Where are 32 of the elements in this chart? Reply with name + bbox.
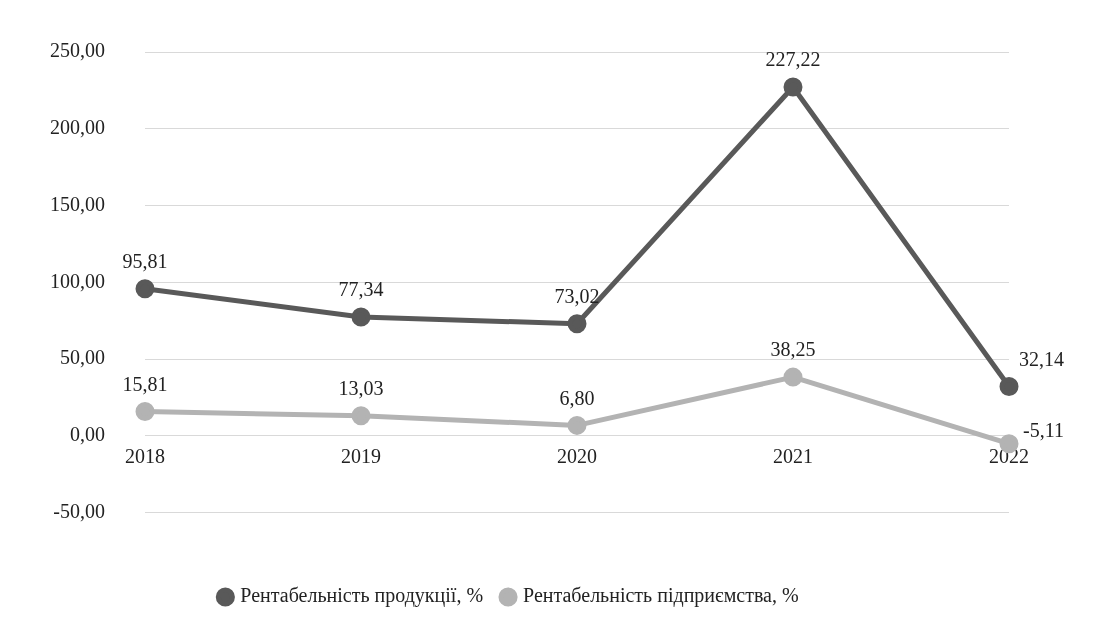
data-label: 32,14 [1019, 347, 1064, 370]
y-tick-label: 0,00 [70, 423, 105, 446]
legend-label: Рентабельність підприємства, % [523, 584, 799, 608]
data-label: 6,80 [559, 386, 595, 409]
data-label: 73,02 [554, 284, 600, 307]
point [783, 77, 803, 97]
y-tick-label: 250,00 [50, 39, 105, 62]
point [783, 367, 803, 387]
point [135, 402, 155, 422]
point [999, 376, 1019, 396]
x-tick-label: 2019 [341, 445, 381, 468]
y-tick-label: 200,00 [50, 116, 105, 139]
y-tick-label: -50,00 [53, 499, 105, 522]
y-tick-label: 50,00 [60, 346, 105, 369]
data-label: 13,03 [338, 377, 384, 400]
point [351, 406, 371, 426]
x-tick-label: 2021 [773, 445, 813, 468]
data-label: 95,81 [122, 249, 168, 272]
x-tick-label: 2018 [125, 445, 165, 468]
data-label: 77,34 [338, 278, 384, 301]
y-tick-label: 150,00 [50, 192, 105, 215]
point [351, 307, 371, 327]
data-label: -5,11 [1023, 418, 1064, 441]
x-tick-label: 2020 [557, 445, 597, 468]
point [567, 415, 587, 435]
point [135, 279, 155, 299]
legend-label: Рентабельність продукції, % [240, 584, 484, 608]
data-label: 227,22 [765, 48, 821, 71]
data-label: 38,25 [770, 338, 816, 361]
point [567, 314, 587, 334]
y-tick-label: 100,00 [50, 269, 105, 292]
data-label: 15,81 [122, 372, 168, 395]
